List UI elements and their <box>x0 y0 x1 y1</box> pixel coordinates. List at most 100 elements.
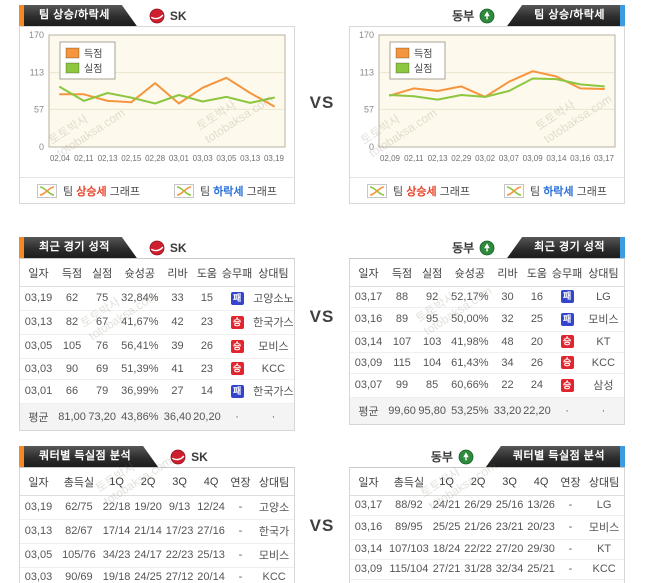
cell: 17/23 <box>163 519 196 544</box>
fall-graph-text: 팀 하락세 그래프 <box>530 185 607 198</box>
cell: 42 <box>162 310 193 335</box>
cell: 26 <box>192 334 222 359</box>
cell: 03,17 <box>350 286 387 308</box>
cell: 85 <box>417 373 448 398</box>
sk-logo-icon <box>170 449 186 465</box>
svg-text:02,11: 02,11 <box>404 154 424 163</box>
cell: 22,20 <box>522 397 552 424</box>
trend-tab: 팀 상승/하락세 <box>24 5 137 26</box>
sk-trend-panel: 팀 상승/하락세 SK 0 57 113 170 02,04 02,11 02,13 02,1… <box>19 5 295 204</box>
column-header: 승무패 <box>221 259 253 287</box>
cell: 17/14 <box>100 519 133 544</box>
cell: 32/34 <box>493 559 526 580</box>
column-header: 총득실 <box>56 468 101 496</box>
column-header: 3Q <box>163 468 196 496</box>
cell: 52,17% <box>447 286 493 308</box>
svg-text:113: 113 <box>360 68 374 78</box>
cell: 평균 <box>20 403 57 430</box>
cell: 승 <box>551 373 583 398</box>
cell: 51,39% <box>117 358 163 380</box>
column-header: 상대팀 <box>584 468 624 496</box>
dongbu-chart-panel: 0 57 113 170 02,09 02,11 02,13 02,29 03,02 03,07 0… <box>349 26 625 204</box>
trend-tab-title: 팀 상승/하락세 <box>534 9 605 21</box>
column-header: 1Q <box>100 468 133 496</box>
cell: 모비스 <box>252 334 294 359</box>
column-header: 일자 <box>350 259 387 287</box>
cell: KT <box>582 331 624 353</box>
cell: 20/23 <box>525 515 557 540</box>
column-header: 일자 <box>350 468 387 496</box>
dongbu-team-label: 동부 <box>452 5 495 26</box>
rise-graph-legend: 팀 상승세 그래프 <box>37 183 140 199</box>
dongbu-quarter-header: 동부 쿼터별 득실점 분석 <box>349 446 625 467</box>
cell: 31/28 <box>462 559 494 580</box>
cell: 패 <box>551 286 583 308</box>
cell: 89/95 <box>386 515 431 540</box>
cell: 22/18 <box>100 495 133 520</box>
svg-text:57: 57 <box>34 104 44 114</box>
cell: 107/103 <box>386 539 431 560</box>
cell: 23 <box>192 310 222 335</box>
cell: 33 <box>162 286 193 311</box>
cell: 모비스 <box>584 515 624 540</box>
svg-text:03,17: 03,17 <box>594 154 615 163</box>
dongbu-quarter-panel: 동부 쿼터별 득실점 분석 일자 총득실 1Q 2Q 3Q 4Q 연장 상대팀 03,17 88… <box>349 446 625 583</box>
table-row: 03,17 88 92 52,17% 30 16 패 LG <box>350 286 624 308</box>
table-header-row: 일자 득점 실점 슛성공 리바 도움 승무패 상대팀 <box>350 259 624 287</box>
quarter-analysis-section: 쿼터별 득실점 분석 SK 일자 총득실 1Q 2Q 3Q 4Q 연장 상대팀 03,19 62… <box>19 446 650 583</box>
cell: 104 <box>417 352 448 374</box>
svg-text:실점: 실점 <box>414 63 432 75</box>
svg-text:03,02: 03,02 <box>475 154 496 163</box>
orange-accent-bar <box>19 446 24 467</box>
dongbu-logo-icon <box>479 8 495 24</box>
dongbu-recent-table: 일자 득점 실점 슛성공 리바 도움 승무패 상대팀 03,17 88 92 52,17% 30 16 패… <box>349 258 625 425</box>
table-header-row: 일자 총득실 1Q 2Q 3Q 4Q 연장 상대팀 <box>350 468 624 496</box>
svg-text:03,03: 03,03 <box>193 154 214 163</box>
cell: 21/14 <box>132 519 164 544</box>
cell: 14 <box>192 379 222 404</box>
svg-text:113: 113 <box>30 68 44 78</box>
dongbu-team-name: 동부 <box>452 9 475 23</box>
cell: 76 <box>87 334 118 359</box>
column-header: 슛성공 <box>447 259 493 287</box>
dongbu-quarter-table: 일자 총득실 1Q 2Q 3Q 4Q 연장 상대팀 03,17 88/92 24/21 26/29 2… <box>349 467 625 583</box>
svg-text:02,13: 02,13 <box>98 154 119 163</box>
cell: 03,05 <box>20 334 57 359</box>
cell: 03,07 <box>350 579 387 583</box>
lose-badge: 패 <box>560 290 574 303</box>
cell: 56,41% <box>117 334 163 359</box>
cell: 03,14 <box>350 331 387 353</box>
cell: 03,16 <box>350 307 387 332</box>
svg-text:득점: 득점 <box>414 48 432 60</box>
cell: - <box>226 495 255 520</box>
cell: 27/21 <box>430 559 463 580</box>
cell: 24/21 <box>430 495 463 516</box>
cell: 88 <box>386 286 418 308</box>
cell: - <box>226 519 255 544</box>
cell: 한국가 <box>254 519 294 544</box>
cell: 15 <box>192 286 222 311</box>
cell: 03,16 <box>350 515 387 540</box>
sk-team-name: SK <box>169 240 187 255</box>
cell: 30 <box>492 286 523 308</box>
cell: 모비스 <box>582 307 624 332</box>
win-badge: 승 <box>230 315 244 329</box>
cell: 115/104 <box>386 559 431 580</box>
cell: 32 <box>492 307 523 332</box>
sk-team-name: SK <box>169 8 187 23</box>
win-badge: 승 <box>230 362 244 375</box>
orange-accent-bar <box>19 237 24 258</box>
svg-text:03,16: 03,16 <box>570 154 591 163</box>
cell: 62/75 <box>56 495 101 520</box>
cell: 03,19 <box>20 495 57 520</box>
quarter-tab-title: 쿼터별 득실점 분석 <box>39 450 132 462</box>
cell: LG <box>584 495 624 516</box>
cell: 82/67 <box>56 519 101 544</box>
svg-text:03,19: 03,19 <box>264 154 285 163</box>
cell: 105/76 <box>56 543 101 568</box>
cell: 12/24 <box>195 495 227 520</box>
cell: 03,13 <box>20 310 57 335</box>
column-header: 도움 <box>192 259 222 287</box>
